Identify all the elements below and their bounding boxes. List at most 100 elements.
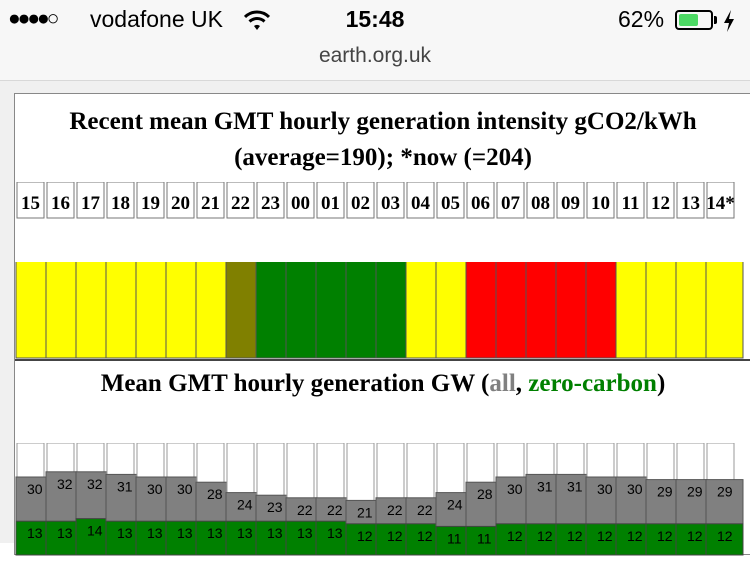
hour-cell — [106, 182, 135, 219]
generation-title: Mean GMT hourly generation GW (all, zero… — [15, 370, 750, 398]
all-value-label: 31 — [537, 478, 553, 494]
hour-cell — [406, 182, 435, 219]
hour-label: 20 — [171, 193, 190, 214]
zero-carbon-value-label: 13 — [297, 525, 313, 541]
hour-cell — [226, 182, 255, 219]
zero-carbon-value-label: 12 — [357, 528, 373, 544]
zero-carbon-value-label: 12 — [537, 528, 553, 544]
intensity-title: Recent mean GMT hourly generation intens… — [69, 108, 697, 135]
zero-carbon-value-label: 13 — [147, 525, 163, 541]
all-value-label: 22 — [417, 502, 433, 518]
hour-label: 11 — [622, 193, 640, 214]
all-value-label: 30 — [177, 481, 193, 497]
zero-carbon-value-label: 14 — [87, 523, 103, 539]
battery-level-fill — [679, 14, 698, 26]
zero-carbon-value-label: 11 — [477, 530, 492, 546]
generation-title-suffix: ) — [656, 370, 666, 397]
generation-title-separator: , — [515, 370, 529, 397]
all-value-label: 22 — [327, 502, 343, 518]
zero-carbon-value-label: 12 — [657, 528, 673, 544]
intensity-bar-chart: 1972001961951951971891671601551611621701… — [15, 262, 750, 361]
hour-label: 19 — [141, 193, 160, 214]
zero-carbon-value-label: 12 — [687, 528, 703, 544]
legend-all: all — [489, 370, 516, 397]
hour-label-row: 15 16 17 18 19 20 21 22 23 00 01 02 03 04 05 06 07 08 09 10… — [16, 182, 735, 219]
hour-cell — [676, 182, 705, 219]
hour-cell — [76, 182, 105, 219]
all-value-label: 24 — [237, 497, 253, 513]
page-content: Recent mean GMT hourly generation intens… — [0, 81, 750, 556]
hour-cell — [46, 182, 75, 219]
wifi-icon — [244, 10, 270, 30]
all-value-label: 30 — [507, 481, 523, 497]
hour-label: 04 — [411, 193, 431, 214]
zero-carbon-value-label: 12 — [417, 528, 433, 544]
hour-cell — [316, 182, 345, 219]
zero-carbon-value-label: 13 — [267, 525, 283, 541]
hour-label: 08 — [531, 193, 550, 214]
battery-terminal-icon — [714, 16, 717, 24]
hour-label: 09 — [561, 193, 580, 214]
all-value-label: 29 — [657, 484, 673, 500]
all-value-label: 30 — [627, 481, 643, 497]
all-value-label: 29 — [687, 484, 703, 500]
hour-label: 21 — [201, 193, 220, 214]
generation-bar-chart: 30 13 32 13 32 14 31 13 30 13 30 13 28 13 24 13 23 13 22 13… — [15, 443, 744, 556]
hour-label: 22 — [231, 193, 250, 214]
all-value-label: 30 — [147, 481, 163, 497]
all-value-label: 30 — [597, 481, 613, 497]
hour-cell — [616, 182, 645, 219]
hour-label: 01 — [321, 193, 340, 214]
url-text[interactable]: earth.org.uk — [318, 44, 432, 67]
hour-label: 16 — [51, 193, 70, 214]
hour-label: 17 — [81, 193, 101, 214]
all-value-label: 30 — [27, 481, 43, 497]
hour-label: 10 — [591, 193, 610, 214]
browser-address-bar[interactable]: earth.org.uk — [0, 40, 750, 81]
hour-cell — [586, 182, 615, 219]
all-value-label: 31 — [567, 478, 583, 494]
hour-cell — [556, 182, 585, 219]
all-value-label: 32 — [57, 476, 73, 492]
all-value-label: 24 — [447, 497, 463, 513]
hour-label: 14* — [706, 193, 735, 214]
all-value-label: 32 — [87, 476, 103, 492]
hour-cell — [16, 182, 45, 219]
clock-time: 15:48 — [345, 6, 405, 32]
zero-carbon-value-label: 13 — [177, 525, 193, 541]
hour-cell — [166, 182, 195, 219]
hour-cell — [436, 182, 465, 219]
charts-panel: Recent mean GMT hourly generation intens… — [14, 93, 750, 556]
hour-cell — [496, 182, 525, 219]
carrier-name: vodafone UK — [90, 6, 223, 32]
all-value-label: 29 — [717, 484, 733, 500]
hour-cell — [526, 182, 555, 219]
zero-carbon-value-label: 12 — [387, 528, 403, 544]
zero-carbon-value-label: 13 — [57, 525, 73, 541]
legend-zero-carbon: zero-carbon — [528, 370, 657, 397]
hour-label: 06 — [471, 193, 490, 214]
all-value-label: 28 — [207, 486, 223, 502]
zero-carbon-value-label: 12 — [507, 528, 523, 544]
battery-icon — [675, 10, 713, 30]
hour-cell — [196, 182, 225, 219]
hour-label: 18 — [111, 193, 130, 214]
battery-percent: 62% — [618, 6, 665, 32]
zero-carbon-value-label: 11 — [447, 530, 462, 546]
hour-cell — [256, 182, 285, 219]
hour-cell — [466, 182, 495, 219]
zero-carbon-value-label: 13 — [327, 525, 343, 541]
hour-label: 13 — [681, 193, 700, 214]
intensity-subtitle: (average=190); *now (=204) — [234, 144, 532, 171]
all-value-label: 31 — [117, 478, 133, 494]
generation-title-prefix: Mean GMT hourly generation GW ( — [100, 370, 490, 397]
zero-carbon-value-label: 13 — [27, 525, 43, 541]
hour-cell — [136, 182, 165, 219]
all-value-label: 28 — [477, 486, 493, 502]
zero-carbon-value-label: 13 — [207, 525, 223, 541]
hour-cell — [646, 182, 675, 219]
hour-label: 00 — [291, 193, 310, 214]
zero-carbon-value-label: 12 — [567, 528, 583, 544]
hour-label: 05 — [441, 193, 460, 214]
zero-carbon-value-label: 13 — [117, 525, 133, 541]
